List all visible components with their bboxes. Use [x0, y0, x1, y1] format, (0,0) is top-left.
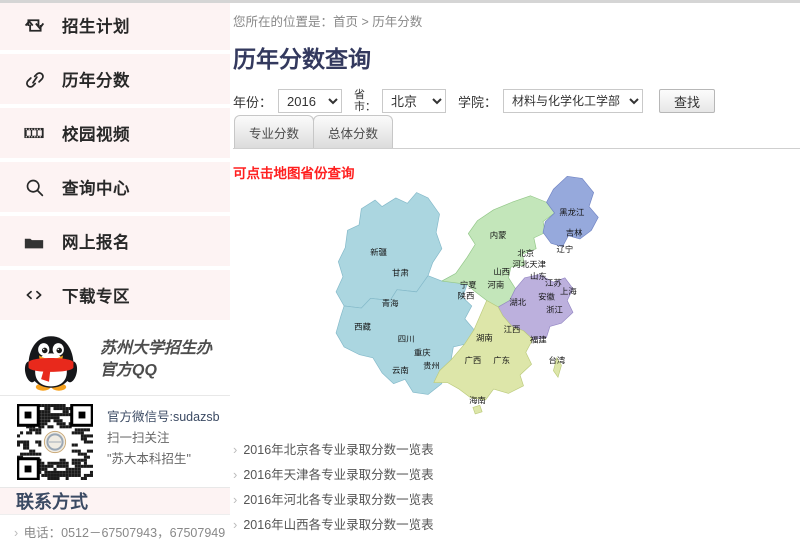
svg-text:内蒙: 内蒙: [490, 230, 507, 240]
svg-text:海南: 海南: [469, 395, 486, 405]
svg-text:吉林: 吉林: [566, 228, 583, 238]
svg-text:四川: 四川: [398, 335, 415, 344]
svg-text:福建: 福建: [530, 335, 547, 345]
svg-text:河北天津: 河北天津: [512, 259, 546, 269]
svg-text:广西: 广西: [465, 355, 482, 365]
svg-text:湖北: 湖北: [509, 298, 526, 307]
svg-text:陕西: 陕西: [458, 291, 475, 301]
svg-text:河南: 河南: [488, 280, 505, 290]
svg-text:青海: 青海: [382, 298, 399, 308]
svg-text:山西: 山西: [493, 267, 510, 277]
svg-text:江西: 江西: [504, 325, 521, 334]
svg-text:贵州: 贵州: [423, 361, 440, 371]
svg-text:台湾: 台湾: [548, 355, 565, 365]
svg-text:甘肃: 甘肃: [392, 268, 409, 278]
svg-text:重庆: 重庆: [414, 348, 431, 358]
svg-text:宁夏: 宁夏: [460, 280, 477, 290]
svg-text:广东: 广东: [493, 355, 510, 365]
svg-text:北京: 北京: [517, 248, 534, 258]
svg-text:黑龙江: 黑龙江: [559, 207, 584, 217]
svg-text:云南: 云南: [392, 365, 409, 375]
svg-text:安徽: 安徽: [538, 292, 555, 302]
svg-text:江苏: 江苏: [545, 278, 562, 288]
svg-text:西藏: 西藏: [354, 322, 371, 332]
svg-text:湖南: 湖南: [476, 333, 493, 343]
svg-text:辽宁: 辽宁: [557, 244, 574, 254]
svg-text:上海: 上海: [560, 286, 577, 296]
svg-text:新疆: 新疆: [370, 247, 387, 257]
svg-text:浙江: 浙江: [546, 305, 563, 315]
